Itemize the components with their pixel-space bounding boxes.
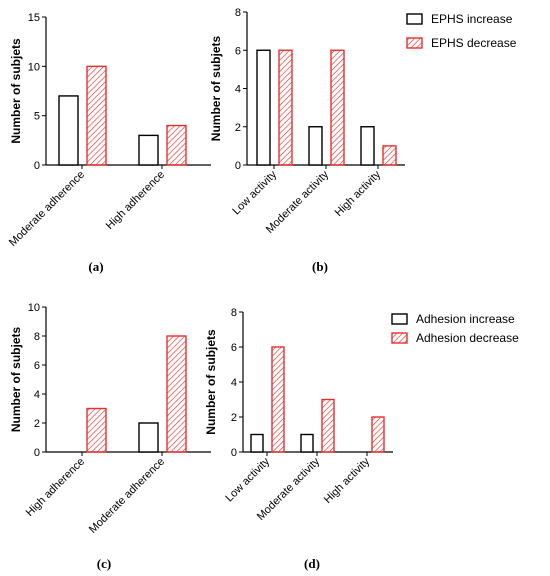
- bar-decrease: [166, 124, 187, 166]
- bar-decrease: [330, 49, 345, 166]
- x-category-label: Moderate adherence: [87, 456, 167, 536]
- panel-label: (a): [88, 259, 103, 274]
- y-axis-title: Number of subjets: [204, 329, 218, 435]
- x-category-label: High activity: [333, 168, 384, 219]
- y-tick-label: 6: [34, 360, 40, 372]
- y-tick-label: 0: [34, 160, 40, 172]
- legend-bottom: Adhesion increase Adhesion decrease: [391, 312, 519, 345]
- legend-label-decrease: EPHS decrease: [431, 36, 517, 50]
- y-tick-label: 8: [34, 331, 40, 343]
- panel-label: (b): [312, 259, 328, 274]
- y-axis-title: Number of subjets: [9, 38, 23, 144]
- bar-increase: [250, 433, 264, 453]
- legend-label-decrease: Adhesion decrease: [416, 331, 519, 345]
- chart-panel-1: 0 5 10 15 Number of subjets Moderate adherenc…: [7, 12, 211, 274]
- y-tick-label: 2: [34, 418, 40, 430]
- y-tick-label: 8: [235, 7, 241, 19]
- x-category-label: Low activity: [230, 168, 279, 217]
- legend-swatch-increase: [391, 313, 408, 325]
- bar-increase: [300, 433, 314, 453]
- x-category-label: High adherence: [24, 456, 87, 519]
- y-axis-title: Number of subjets: [9, 327, 23, 433]
- y-tick-label: 0: [235, 160, 241, 172]
- legend-swatch-decrease: [391, 332, 408, 344]
- bar-decrease: [166, 335, 187, 453]
- bar-decrease: [382, 145, 397, 166]
- x-category-label: High activity: [322, 455, 373, 506]
- bar-decrease: [278, 49, 293, 166]
- y-tick-label: 6: [235, 45, 241, 57]
- y-tick-label: 2: [231, 412, 237, 424]
- bar-increase: [308, 126, 323, 166]
- panel-label: (d): [304, 556, 320, 571]
- bar-increase: [256, 49, 271, 166]
- x-category-label: Moderate adherence: [7, 169, 87, 249]
- y-tick-label: 6: [231, 342, 237, 354]
- y-tick-label: 4: [231, 377, 237, 389]
- y-axis-title: Number of subjets: [209, 36, 223, 142]
- legend-swatch-decrease: [406, 37, 423, 49]
- bar-decrease: [371, 416, 385, 453]
- bar-decrease: [86, 407, 107, 453]
- bar-increase: [58, 95, 79, 166]
- bar-increase: [138, 422, 159, 453]
- chart-panel-3: 0 2 4 6 8 10 Number of subjets High adherence Mo…: [9, 302, 211, 571]
- x-category-label: High adherence: [104, 169, 167, 232]
- bar-decrease: [321, 398, 335, 453]
- bar-decrease: [86, 65, 107, 166]
- y-tick-label: 0: [34, 447, 40, 459]
- y-tick-label: 15: [28, 12, 40, 24]
- y-tick-label: 10: [28, 61, 40, 73]
- legend-top: EPHS increase EPHS decrease: [406, 12, 517, 50]
- legend-swatch-increase: [406, 13, 423, 25]
- legend-label-increase: Adhesion increase: [416, 312, 515, 326]
- bar-increase: [360, 126, 375, 166]
- y-tick-label: 4: [235, 84, 241, 96]
- y-tick-label: 10: [28, 302, 40, 314]
- y-tick-label: 5: [34, 111, 40, 123]
- x-category-label: Low activity: [223, 455, 272, 504]
- y-tick-label: 2: [235, 122, 241, 134]
- y-tick-label: 4: [34, 389, 40, 401]
- legend-label-increase: EPHS increase: [431, 12, 513, 26]
- y-tick-label: 0: [231, 447, 237, 459]
- bar-increase: [138, 134, 159, 166]
- y-tick-label: 8: [231, 307, 237, 319]
- panel-label: (c): [97, 556, 111, 571]
- bar-decrease: [271, 346, 285, 453]
